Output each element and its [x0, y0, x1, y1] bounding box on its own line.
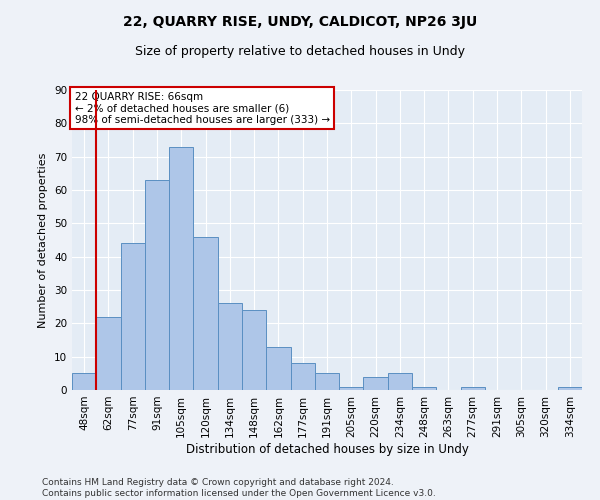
Text: Size of property relative to detached houses in Undy: Size of property relative to detached ho…	[135, 45, 465, 58]
Bar	[266, 346, 290, 390]
Bar	[558, 386, 582, 390]
Text: 22 QUARRY RISE: 66sqm
← 2% of detached houses are smaller (6)
98% of semi-detach: 22 QUARRY RISE: 66sqm ← 2% of detached h…	[74, 92, 329, 124]
Bar	[290, 364, 315, 390]
Bar	[461, 386, 485, 390]
Y-axis label: Number of detached properties: Number of detached properties	[38, 152, 49, 328]
Bar	[193, 236, 218, 390]
Bar	[242, 310, 266, 390]
Bar	[218, 304, 242, 390]
Bar	[72, 374, 96, 390]
Bar	[364, 376, 388, 390]
Bar	[145, 180, 169, 390]
Bar	[96, 316, 121, 390]
Bar	[121, 244, 145, 390]
Bar	[339, 386, 364, 390]
X-axis label: Distribution of detached houses by size in Undy: Distribution of detached houses by size …	[185, 442, 469, 456]
Text: Contains HM Land Registry data © Crown copyright and database right 2024.
Contai: Contains HM Land Registry data © Crown c…	[42, 478, 436, 498]
Bar	[412, 386, 436, 390]
Bar	[315, 374, 339, 390]
Bar	[169, 146, 193, 390]
Text: 22, QUARRY RISE, UNDY, CALDICOT, NP26 3JU: 22, QUARRY RISE, UNDY, CALDICOT, NP26 3J…	[123, 15, 477, 29]
Bar	[388, 374, 412, 390]
